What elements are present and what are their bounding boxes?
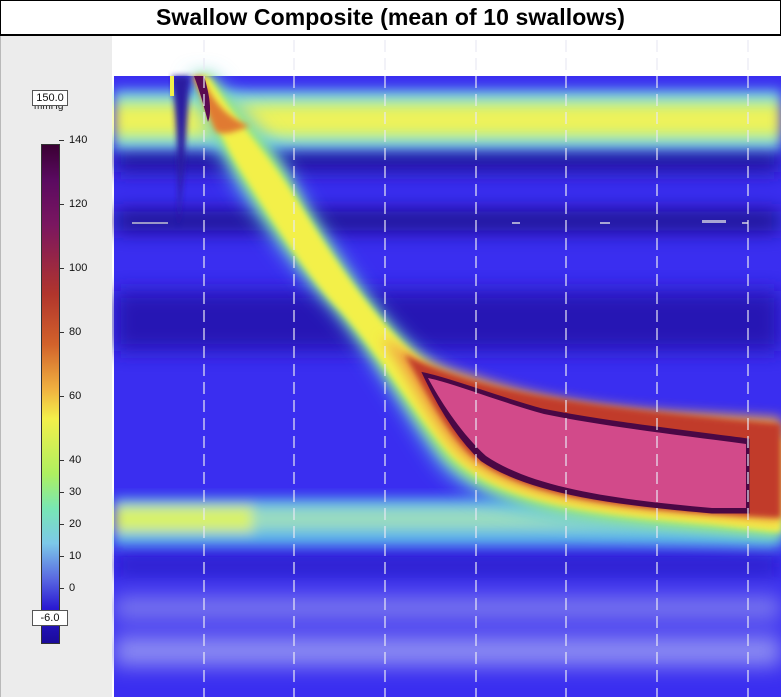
swallow-onset-pressure: [170, 76, 250, 232]
colorbar-tick: [59, 268, 64, 269]
colorbar-tick-label: 140: [69, 134, 88, 146]
colorbar-tick: [59, 460, 64, 461]
colorbar-unit-label: mmHg: [34, 101, 64, 112]
colorbar-tick-label: 60: [69, 390, 82, 402]
topography-svg: [112, 36, 781, 697]
colorbar-gradient: [41, 144, 60, 644]
colorbar-tick-label: 10: [69, 550, 82, 562]
chart-title: Swallow Composite (mean of 10 swallows): [155, 4, 626, 30]
colorbar-max-input[interactable]: 150.0: [32, 90, 68, 106]
colorbar-tick: [59, 556, 64, 557]
colorbar-tick-label: 100: [69, 262, 88, 274]
time-marker-lines: [203, 40, 749, 697]
colorbar-tick: [59, 396, 64, 397]
colorbar-tick: [59, 588, 64, 589]
colorbar-tick-label: 0: [69, 582, 76, 594]
colorbar-tick: [59, 524, 64, 525]
colorbar-tick-label: 120: [69, 198, 88, 210]
colorbar-tick: [59, 140, 64, 141]
colorbar-tick-label: 40: [69, 454, 82, 466]
colorbar-tick-label: 20: [69, 518, 82, 530]
heatmap-dark-bands: [114, 146, 781, 666]
colorbar-tick: [59, 492, 64, 493]
colorbar-tick-label: 30: [69, 486, 82, 498]
title-bar: Swallow Composite (mean of 10 swallows): [0, 0, 781, 36]
pressure-topography-plot[interactable]: [112, 36, 781, 697]
colorbar-min-input[interactable]: -6.0: [32, 610, 68, 626]
colorbar-tick-label: 80: [69, 326, 82, 338]
colorbar-panel: mmHg 150.0 -6.0 140 120 100 80 60 40 30 20 10 0: [0, 36, 113, 697]
peristaltic-wave: [190, 76, 781, 542]
noise-artifacts: [132, 220, 748, 224]
colorbar-tick: [59, 204, 64, 205]
colorbar-tick: [59, 332, 64, 333]
